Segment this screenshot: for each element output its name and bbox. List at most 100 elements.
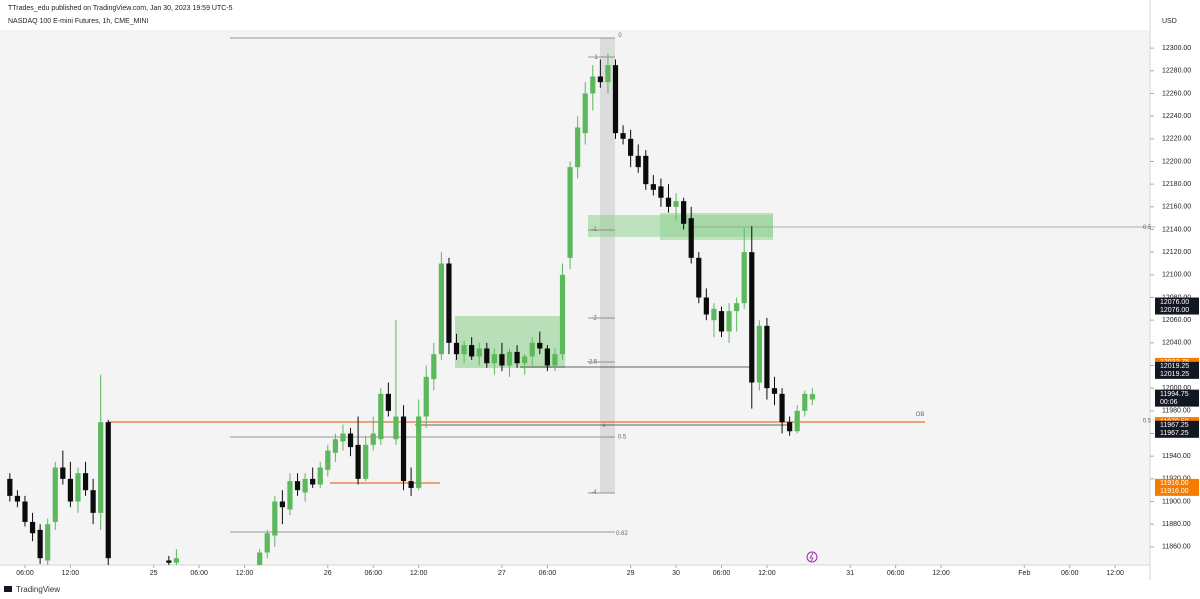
candle-body [355, 444, 361, 479]
x-tick-label: 27 [498, 570, 506, 577]
price-label-box [1155, 389, 1199, 407]
candle-body [325, 450, 331, 470]
candle-body [105, 422, 111, 559]
candle-body [7, 478, 13, 496]
logo: TradingView [16, 585, 60, 594]
candle-body [635, 155, 641, 168]
price-label-box [1155, 361, 1199, 379]
plot-area [0, 30, 1150, 565]
y-tick-label: 11860.00 [1162, 544, 1191, 551]
candle-body [643, 155, 649, 185]
y-tick-label: 12220.00 [1162, 136, 1191, 143]
candle-body [529, 342, 535, 357]
candle-body [582, 93, 588, 134]
candle-body [264, 533, 270, 553]
x-tick-label: 06:00 [713, 570, 731, 577]
candle-body [559, 274, 566, 355]
event-bolt [809, 552, 814, 562]
candle-body [711, 308, 717, 321]
candle-body [67, 478, 74, 502]
y-tick-label: 11900.00 [1162, 498, 1191, 505]
candle-body [620, 133, 626, 139]
candle-body [75, 473, 81, 502]
y-tick-label: 12300.00 [1162, 45, 1191, 52]
price-label-box [1155, 297, 1199, 315]
price-label-sub: 00:06 [1160, 399, 1178, 406]
y-tick-label: 12260.00 [1162, 90, 1191, 97]
candle-body [45, 524, 51, 561]
x-tick-label: 06:00 [16, 570, 34, 577]
candle-body [29, 521, 36, 534]
candle-body [272, 501, 278, 536]
candle-body [575, 127, 581, 168]
price-label-sub: 11916.00 [1160, 488, 1189, 495]
drawing-label: 0.62 [616, 531, 628, 537]
candle-body [484, 348, 490, 364]
y-tick-label: 11980.00 [1162, 408, 1191, 415]
drawing-label: -2 [591, 315, 597, 321]
candle-body [688, 218, 694, 258]
x-tick-label: 12:00 [1106, 570, 1124, 577]
candle-body [726, 311, 732, 332]
candle-body [446, 263, 452, 343]
drawing-label: -4 [591, 490, 597, 496]
candle-body [681, 201, 687, 224]
candle-body [537, 342, 543, 349]
x-tick-label: 12:00 [932, 570, 950, 577]
candle-body [734, 303, 740, 312]
candle-body [332, 439, 338, 453]
x-tick-label: 26 [324, 570, 332, 577]
candle-body [22, 501, 28, 522]
x-tick-label: 30 [672, 570, 680, 577]
candle-body [764, 325, 770, 389]
drawing-label: -2.5 [587, 360, 598, 366]
price-label-box [1155, 420, 1199, 438]
candle-body [506, 351, 513, 366]
candle-body [423, 376, 429, 417]
candle-body [408, 481, 414, 488]
candle-body [522, 356, 528, 364]
drawings [4, 37, 1155, 592]
x-tick-label: 06:00 [190, 570, 208, 577]
y-tick-label: 11880.00 [1162, 521, 1191, 528]
candle-body [166, 560, 172, 563]
candle-body [552, 354, 558, 366]
candle-body [370, 433, 376, 445]
x-tick-label: 06:00 [1061, 570, 1079, 577]
price-label: 12076.00 [1160, 299, 1189, 306]
candle-body [809, 394, 815, 400]
candle-body [718, 311, 725, 332]
candle-body [287, 481, 293, 510]
event-icon[interactable] [806, 551, 818, 563]
candle-body [499, 354, 505, 366]
candle-body [82, 473, 89, 491]
candle-body [514, 351, 520, 364]
candle-body [416, 416, 422, 488]
y-tick-label: 12120.00 [1162, 249, 1191, 256]
candle-body [378, 393, 384, 440]
drawing-label: 0.5 [618, 434, 627, 440]
y-tick-label: 11940.00 [1162, 453, 1191, 460]
candle-body [771, 388, 778, 394]
candle-body [476, 348, 482, 357]
x-tick-label: 12:00 [62, 570, 80, 577]
candle-body [787, 422, 793, 432]
x-tick-label: Feb [1018, 570, 1030, 577]
zone [660, 213, 773, 240]
candle-body [438, 263, 444, 355]
price-label-sub: 12019.25 [1160, 371, 1189, 378]
drawing-label: 0.5 [1143, 419, 1152, 425]
candle-body [393, 416, 399, 440]
candle-body [90, 490, 96, 513]
drawing-label: x [603, 423, 606, 429]
candle-body [658, 186, 664, 198]
y-tick-label: 12180.00 [1162, 181, 1191, 188]
candle-body [294, 481, 301, 491]
candle-body [779, 393, 785, 423]
drawing-label: OB [916, 412, 925, 418]
x-tick-label: 06:00 [887, 570, 905, 577]
candle-body [302, 478, 308, 493]
candles [7, 53, 815, 565]
candle-body [597, 76, 603, 83]
